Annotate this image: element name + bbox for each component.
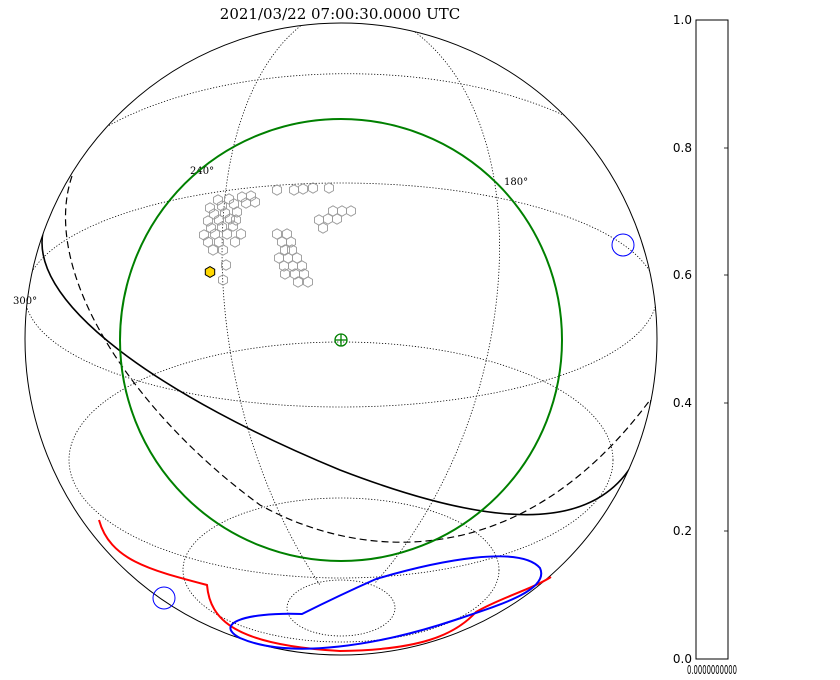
galactic-plane xyxy=(41,221,652,516)
field-hexagon xyxy=(308,182,318,194)
field-hexagon xyxy=(324,182,334,194)
zenith-circle xyxy=(119,118,563,562)
field-hexagon xyxy=(236,228,246,240)
sphere-outline xyxy=(24,22,658,656)
highlighted-field-hexagon xyxy=(204,266,216,278)
field-hexagon xyxy=(221,259,231,271)
tick-label: 0.0 xyxy=(673,652,692,666)
field-hexagon xyxy=(231,214,241,226)
field-hexagon xyxy=(303,276,313,288)
ra-label-180: 180° xyxy=(504,177,528,188)
field-hexagon xyxy=(237,191,247,203)
tick-label: 0.8 xyxy=(673,141,692,155)
colorbar: 0.0 0.2 0.4 0.6 0.8 1.0 0.0000000000 xyxy=(673,13,737,677)
field-hexagon xyxy=(272,228,282,240)
field-hexagon xyxy=(214,214,224,226)
field-hexagon xyxy=(272,184,282,196)
field-hexagon xyxy=(250,196,260,208)
ra-line xyxy=(374,31,500,584)
field-hexagon xyxy=(232,206,242,218)
field-hexagon xyxy=(203,215,213,227)
tick-label: 0.6 xyxy=(673,268,692,282)
field-hexagon xyxy=(213,194,223,206)
field-hexagon xyxy=(209,208,219,220)
field-hexagon xyxy=(280,268,290,280)
field-hexagon xyxy=(241,197,251,209)
ecliptic-line xyxy=(64,175,651,543)
tick-label: 0.2 xyxy=(673,524,692,538)
tick-label: 0.4 xyxy=(673,396,692,410)
field-hexagon xyxy=(323,213,333,225)
moon-marker xyxy=(152,586,176,610)
chart-title: 2021/03/22 07:00:30.0000 UTC xyxy=(220,5,460,23)
colorbar-x-tick-labels: 0.0000000000 xyxy=(687,663,737,677)
field-hexagon xyxy=(297,260,307,272)
field-hexagons xyxy=(199,182,356,288)
field-hexagon xyxy=(222,228,232,240)
field-hexagon xyxy=(205,202,215,214)
field-hexagon xyxy=(229,198,239,210)
ra-label-240: 240° xyxy=(190,166,214,177)
field-hexagon xyxy=(286,236,296,248)
dec-line xyxy=(182,497,500,643)
horizon-limit-line xyxy=(98,519,552,653)
field-hexagon xyxy=(225,213,235,225)
field-hexagon xyxy=(218,274,228,286)
field-hexagon xyxy=(289,184,299,196)
field-hexagon xyxy=(318,222,328,234)
ra-line xyxy=(221,23,321,586)
field-hexagon xyxy=(199,229,209,241)
sky-sphere: 240° 180° 300° xyxy=(13,22,658,656)
field-hexagon xyxy=(277,236,287,248)
zenith-marker xyxy=(334,333,348,347)
field-hexagon xyxy=(298,183,308,195)
dec-line xyxy=(68,341,614,579)
colorbar-frame xyxy=(695,19,729,660)
field-hexagon xyxy=(246,190,256,202)
ra-label-300: 300° xyxy=(13,296,37,307)
field-hexagon xyxy=(218,244,228,256)
field-hexagon xyxy=(230,236,240,248)
field-hexagon xyxy=(287,244,297,256)
field-hexagon xyxy=(217,221,227,233)
field-hexagon xyxy=(224,193,234,205)
moon-limit-line xyxy=(229,555,543,650)
colorbar-tick-labels: 0.0 0.2 0.4 0.6 0.8 1.0 xyxy=(673,13,692,666)
field-hexagon xyxy=(206,222,216,234)
dec-line xyxy=(286,579,396,637)
field-hexagon xyxy=(332,213,342,225)
field-hexagon xyxy=(220,207,230,219)
field-hexagon xyxy=(280,244,290,256)
field-hexagon xyxy=(217,200,227,212)
colorbar-ticks xyxy=(724,19,728,660)
field-hexagon xyxy=(203,236,213,248)
field-hexagon xyxy=(293,276,303,288)
field-hexagon xyxy=(228,220,238,232)
ra-labels: 240° 180° 300° xyxy=(13,166,528,307)
moon-marker xyxy=(611,233,635,257)
tick-label: 1.0 xyxy=(673,13,692,27)
dec-line xyxy=(41,73,641,181)
field-hexagon xyxy=(346,205,356,217)
field-hexagon xyxy=(208,244,218,256)
dec-line xyxy=(25,182,657,408)
